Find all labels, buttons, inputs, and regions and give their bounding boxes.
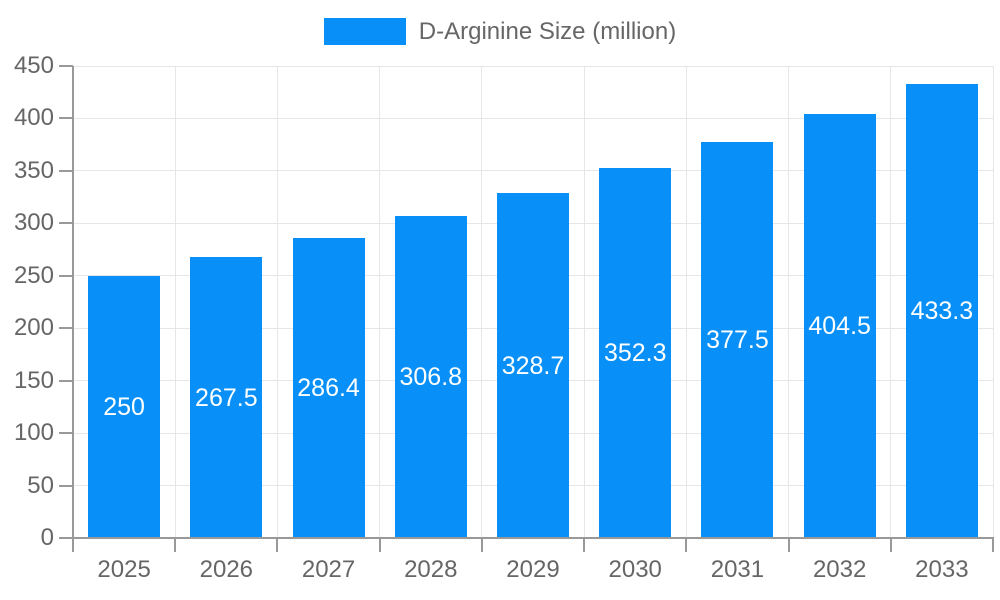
bar[interactable] — [190, 257, 263, 538]
bar[interactable] — [88, 275, 161, 538]
x-tick-label: 2033 — [915, 556, 969, 583]
bar-value-label: 433.3 — [910, 296, 974, 325]
bar[interactable] — [905, 83, 978, 538]
y-tick-label: 200 — [13, 314, 54, 342]
x-gridline — [992, 66, 994, 538]
x-tick-label: 2027 — [301, 556, 356, 583]
x-tick-label: 2029 — [506, 556, 560, 583]
y-axis-tick — [59, 222, 73, 225]
x-gridline — [379, 66, 381, 538]
y-axis-tick — [59, 117, 73, 120]
y-tick-label: 0 — [40, 524, 54, 551]
y-axis-tick — [59, 379, 73, 382]
bar[interactable] — [701, 142, 774, 538]
bar[interactable] — [497, 193, 569, 538]
bar-value-label: 404.5 — [808, 311, 871, 340]
y-tick-label: 150 — [13, 366, 54, 394]
x-axis-tick — [174, 538, 177, 552]
y-tick-label: 50 — [27, 471, 54, 499]
x-gridline — [276, 66, 278, 538]
y-axis-tick — [59, 274, 73, 277]
y-axis-tick — [59, 169, 73, 172]
x-axis-tick — [992, 538, 994, 552]
x-axis-line — [72, 537, 994, 539]
y-axis-tick — [59, 65, 73, 67]
x-tick-label: 2025 — [97, 556, 151, 583]
x-axis-tick — [480, 538, 483, 552]
y-tick-label: 100 — [13, 419, 54, 447]
legend-swatch — [323, 17, 406, 45]
legend-label: D-Arginine Size (million) — [418, 17, 677, 45]
bar-value-label: 377.5 — [706, 326, 769, 355]
y-axis-tick — [59, 484, 73, 487]
y-tick-label: 350 — [13, 156, 54, 184]
y-gridline — [73, 170, 993, 172]
bar-value-label: 328.7 — [501, 351, 565, 380]
bar-value-label: 286.4 — [297, 373, 360, 402]
bar-value-label: 306.8 — [399, 363, 463, 392]
y-tick-label: 450 — [13, 52, 54, 79]
y-axis-tick — [59, 327, 73, 330]
legend-item[interactable]: D-Arginine Size (million) — [0, 16, 1000, 46]
x-gridline — [583, 66, 585, 538]
bar[interactable] — [292, 237, 365, 538]
bar-value-label: 267.5 — [195, 383, 258, 412]
y-tick-label: 250 — [13, 261, 54, 289]
x-tick-label: 2030 — [608, 556, 662, 583]
x-axis-tick — [889, 538, 892, 552]
x-gridline — [685, 66, 687, 538]
x-gridline — [788, 66, 790, 538]
x-tick-label: 2026 — [199, 556, 254, 583]
bar[interactable] — [599, 168, 672, 538]
bar[interactable] — [394, 216, 467, 538]
y-gridline — [73, 65, 993, 67]
x-axis-tick — [583, 538, 586, 552]
x-axis-tick — [72, 538, 74, 552]
y-axis-tick — [59, 537, 73, 539]
x-tick-label: 2028 — [404, 556, 458, 583]
x-axis-tick — [276, 538, 279, 552]
bar-value-label: 352.3 — [603, 339, 667, 368]
x-axis-tick — [787, 538, 790, 552]
bar-value-label: 250 — [103, 392, 145, 421]
y-tick-label: 400 — [13, 104, 54, 132]
x-tick-label: 2032 — [812, 556, 867, 583]
x-axis-tick — [378, 538, 381, 552]
y-axis-line — [72, 66, 74, 540]
y-axis-tick — [59, 432, 73, 435]
x-gridline — [890, 66, 892, 538]
x-gridline — [481, 66, 483, 538]
x-gridline — [174, 66, 176, 538]
x-tick-label: 2031 — [710, 556, 765, 583]
y-tick-label: 300 — [13, 209, 54, 237]
bar[interactable] — [803, 113, 876, 538]
y-gridline — [73, 117, 993, 119]
x-axis-tick — [685, 538, 688, 552]
